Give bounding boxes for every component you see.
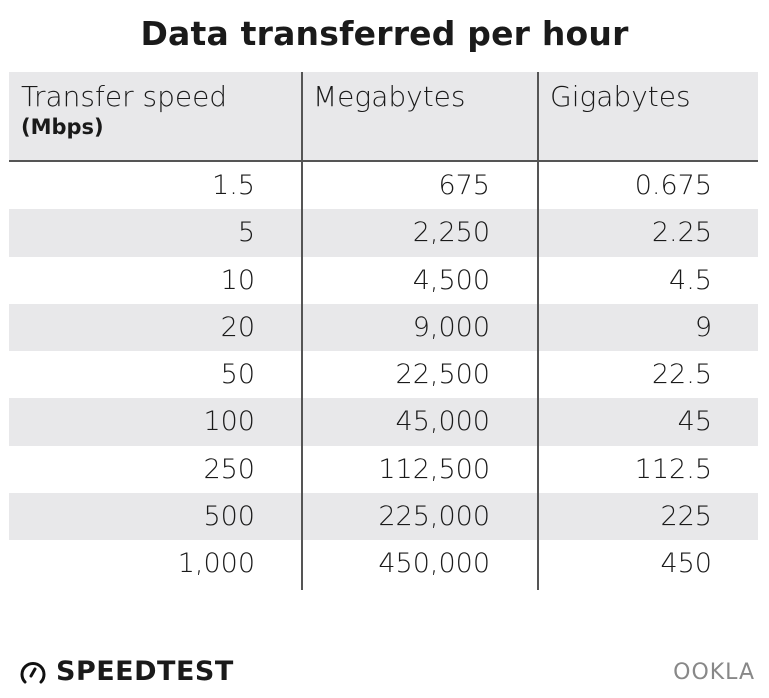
column-divider [537,72,539,590]
cell-speed: 20 [220,311,255,343]
table-row: 250 112,500 112.5 [9,446,758,493]
cell-gigabytes: 22.5 [651,359,712,391]
cell-megabytes: 450,000 [378,548,490,580]
column-divider [301,72,303,590]
cell-speed: 1.5 [212,170,255,201]
cell-gigabytes: 450 [660,548,712,580]
cell-gigabytes: 2.25 [651,217,712,249]
speedometer-icon [20,661,46,683]
ookla-logo: OOKLA [673,660,755,685]
cell-gigabytes: 0.675 [634,170,712,201]
cell-megabytes: 112,500 [378,453,490,485]
cell-megabytes: 225,000 [378,501,490,533]
table-row: 500 225,000 225 [9,493,758,541]
cell-speed: 10 [220,264,255,296]
table-row: 1.5 675 0.675 [9,162,758,209]
table-row: 5 2,250 2.25 [9,209,758,257]
cell-megabytes: 4,500 [412,264,490,296]
header-transfer-speed: Transfer speed (Mbps) [21,80,227,139]
table-row: 10 4,500 4.5 [9,257,758,304]
cell-gigabytes: 45 [677,406,712,438]
cell-gigabytes: 9 [694,311,712,343]
header-gigabytes: Gigabytes [550,80,691,113]
table-row: 20 9,000 9 [9,303,758,352]
cell-speed: 1,000 [177,548,255,580]
header-unit: (Mbps) [21,115,104,139]
cell-megabytes: 2,250 [412,217,490,249]
cell-megabytes: 675 [438,170,490,201]
table-row: 1,000 450,000 450 [9,540,758,587]
table-row: 50 22,500 22.5 [9,351,758,398]
cell-gigabytes: 112.5 [634,453,712,485]
table-title: Data transferred per hour [140,14,629,53]
speedtest-logo: SPEEDTEST [18,656,234,687]
cell-megabytes: 22,500 [395,359,490,391]
cell-gigabytes: 4.5 [669,264,712,296]
header-megabytes: Megabytes [313,80,466,113]
table-header: Transfer speed (Mbps) Megabytes Gigabyte… [9,72,758,162]
cell-speed: 250 [203,453,255,485]
cell-megabytes: 9,000 [412,311,490,343]
cell-megabytes: 45,000 [395,406,490,438]
data-table: Transfer speed (Mbps) Megabytes Gigabyte… [9,72,758,588]
cell-speed: 500 [203,501,255,533]
cell-speed: 50 [220,359,255,391]
cell-speed: 5 [237,217,255,249]
cell-speed: 100 [203,406,255,438]
table-row: 100 45,000 45 [9,398,758,446]
brand-name: SPEEDTEST [56,656,234,687]
cell-gigabytes: 225 [660,501,712,533]
header-label: Transfer speed [21,80,228,113]
